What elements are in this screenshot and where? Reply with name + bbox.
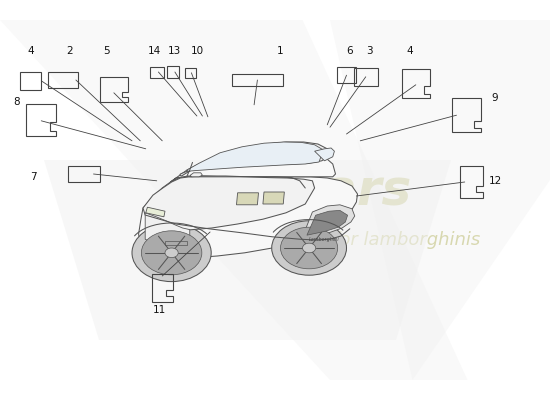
Polygon shape bbox=[263, 192, 284, 204]
Circle shape bbox=[141, 231, 202, 275]
Polygon shape bbox=[143, 176, 315, 230]
Circle shape bbox=[165, 248, 178, 258]
Polygon shape bbox=[180, 142, 329, 176]
Circle shape bbox=[302, 243, 316, 253]
Text: 11: 11 bbox=[153, 305, 166, 315]
Text: 9: 9 bbox=[492, 93, 498, 103]
Polygon shape bbox=[165, 241, 187, 245]
Polygon shape bbox=[146, 207, 165, 217]
Text: Lamborghini: Lamborghini bbox=[309, 238, 340, 242]
Polygon shape bbox=[145, 213, 190, 246]
Polygon shape bbox=[44, 160, 451, 340]
Polygon shape bbox=[0, 20, 468, 380]
Polygon shape bbox=[190, 173, 202, 177]
Text: 5: 5 bbox=[103, 46, 110, 56]
Circle shape bbox=[272, 221, 346, 275]
Circle shape bbox=[132, 224, 211, 282]
Polygon shape bbox=[307, 210, 348, 235]
Text: 6: 6 bbox=[346, 46, 353, 56]
Polygon shape bbox=[170, 149, 336, 182]
Text: 1: 1 bbox=[277, 46, 284, 56]
Text: 3: 3 bbox=[366, 46, 373, 56]
Polygon shape bbox=[139, 175, 358, 258]
Polygon shape bbox=[302, 205, 355, 237]
Text: 7: 7 bbox=[30, 172, 36, 182]
Text: 10: 10 bbox=[190, 46, 204, 56]
Circle shape bbox=[280, 227, 338, 269]
Text: 13: 13 bbox=[168, 46, 182, 56]
Polygon shape bbox=[330, 20, 550, 380]
Polygon shape bbox=[315, 148, 334, 161]
Text: 2: 2 bbox=[67, 46, 73, 56]
Text: a passion for lamborghinis: a passion for lamborghinis bbox=[242, 231, 480, 249]
Polygon shape bbox=[187, 142, 323, 171]
Polygon shape bbox=[236, 193, 258, 205]
Text: 4: 4 bbox=[27, 46, 34, 56]
Text: eurocars: eurocars bbox=[165, 168, 411, 216]
Text: 12: 12 bbox=[488, 176, 502, 186]
Text: 8: 8 bbox=[13, 97, 20, 107]
Text: 4: 4 bbox=[406, 46, 413, 56]
Text: 14: 14 bbox=[147, 46, 161, 56]
